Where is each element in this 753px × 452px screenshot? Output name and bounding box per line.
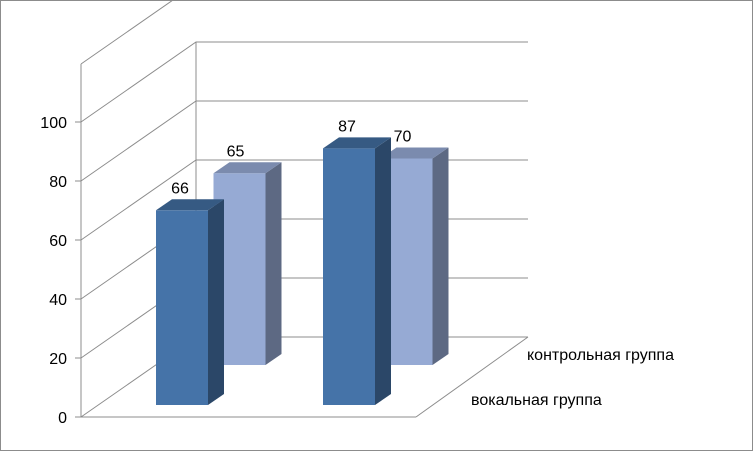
y-tick-label: 60 — [49, 233, 67, 250]
y-tick-label: 40 — [49, 292, 67, 309]
y-tick-label: 0 — [58, 410, 67, 427]
bar-vocal-1 — [323, 137, 391, 405]
floor-back-edge — [80, 336, 528, 418]
gridline — [80, 159, 528, 241]
bar-front — [323, 148, 375, 405]
bar-top — [323, 137, 391, 149]
bar-top — [156, 199, 224, 211]
gridline — [80, 100, 528, 182]
series-label-control: контрольная группа — [527, 347, 674, 364]
bar-side — [375, 137, 391, 405]
bar-vocal-0 — [156, 199, 224, 405]
gridline-top — [80, 1, 173, 65]
y-tick-label: 100 — [40, 115, 67, 132]
chart-walls — [80, 42, 529, 418]
series-label-vocal: вокальная группа — [471, 392, 602, 409]
bar-side — [208, 199, 224, 405]
y-tick-label: 20 — [49, 351, 67, 368]
series-depth-labels: вокальная группа контрольная группа — [471, 347, 674, 409]
data-label: 66 — [171, 180, 189, 197]
gridlines — [80, 1, 528, 359]
data-labels: 65 70 66 87 — [171, 118, 411, 197]
bar-top — [380, 147, 449, 159]
data-label: 87 — [338, 118, 356, 135]
y-tick-label: 80 — [49, 174, 67, 191]
bar-front — [156, 210, 208, 405]
y-axis-ticks: 0 20 40 60 80 100 — [40, 115, 81, 427]
bar-top — [213, 162, 282, 174]
gridline — [80, 277, 528, 359]
bar-side — [432, 147, 449, 365]
floor-right-edge — [415, 336, 529, 418]
bars — [156, 137, 449, 405]
bar-side — [265, 162, 282, 365]
gridline — [80, 218, 528, 300]
data-label: 65 — [227, 143, 245, 160]
gridline — [80, 41, 528, 123]
data-label: 70 — [394, 129, 412, 146]
